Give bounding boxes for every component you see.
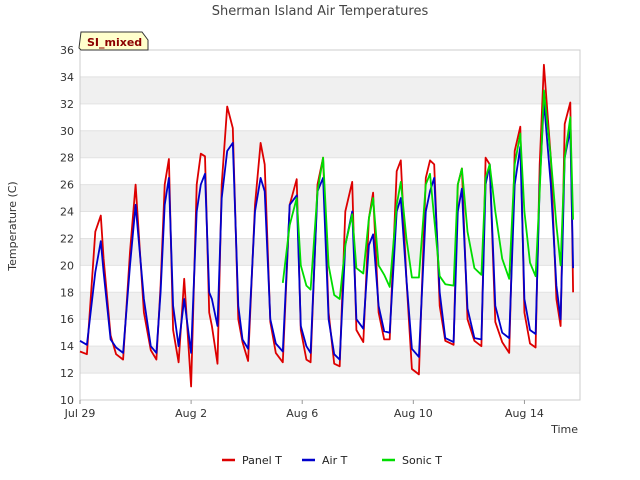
site-badge: SI_mixed xyxy=(78,31,149,51)
y-tick-label: 24 xyxy=(60,206,74,219)
legend-label-air-t: Air T xyxy=(322,454,348,467)
legend-label-panel-t: Panel T xyxy=(242,454,282,467)
legend: Panel T Air T Sonic T xyxy=(222,454,442,467)
x-axis-label: Time xyxy=(550,423,578,436)
y-tick-label: 36 xyxy=(60,44,74,57)
grid-band xyxy=(80,130,580,158)
y-tick-label: 20 xyxy=(60,259,74,272)
x-axis: Jul 29 Aug 2 Aug 6 Aug 10 Aug 14 xyxy=(64,400,544,420)
grid-band xyxy=(80,238,580,266)
series-layer xyxy=(79,63,574,388)
x-tick-label: Aug 10 xyxy=(394,407,433,420)
x-tick-label: Jul 29 xyxy=(64,407,96,420)
series-line-sonic-t xyxy=(281,89,574,300)
grid-band xyxy=(80,184,580,212)
y-tick-label: 18 xyxy=(60,286,74,299)
legend-label-sonic-t: Sonic T xyxy=(402,454,442,467)
x-tick-label: Aug 2 xyxy=(175,407,207,420)
y-tick-label: 30 xyxy=(60,125,74,138)
grid-band xyxy=(80,292,580,320)
plot-frame xyxy=(79,49,581,401)
y-tick-label: 16 xyxy=(60,313,74,326)
chart-title: Sherman Island Air Temperatures xyxy=(212,4,429,19)
y-tick-label: 22 xyxy=(60,232,74,245)
grid-band xyxy=(80,346,580,374)
site-badge-label: SI_mixed xyxy=(87,36,142,49)
y-tick-label: 14 xyxy=(60,340,74,353)
x-tick-label: Aug 6 xyxy=(286,407,318,420)
y-tick-label: 12 xyxy=(60,367,74,380)
x-tick-label: Aug 14 xyxy=(505,407,544,420)
y-tick-label: 32 xyxy=(60,98,74,111)
series-line-air-t xyxy=(79,100,574,361)
y-tick-label: 28 xyxy=(60,152,74,165)
site-badge-box xyxy=(78,31,149,51)
y-tick-label: 26 xyxy=(60,179,74,192)
grid-band xyxy=(80,76,580,104)
y-axis: 10 12 14 16 18 20 22 24 26 28 30 32 34 36 xyxy=(60,44,74,407)
y-tick-label: 34 xyxy=(60,71,74,84)
y-axis-label: Temperature (C) xyxy=(6,181,19,271)
y-tick-label: 10 xyxy=(60,394,74,407)
